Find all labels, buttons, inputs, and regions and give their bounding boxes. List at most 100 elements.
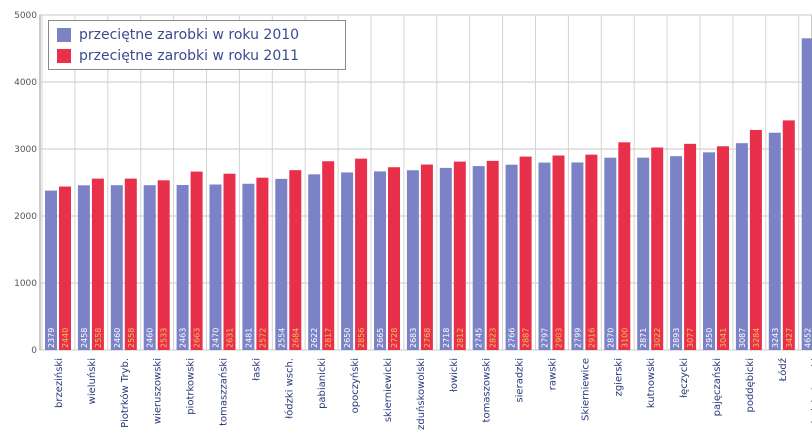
- bar-2010: [735, 143, 748, 350]
- bar-value-label: 2887: [522, 328, 531, 348]
- x-tick-label: skierniewicki: [383, 358, 394, 422]
- x-tick-label: brzeziński: [53, 358, 65, 408]
- x-tick-label: tomaszowski: [482, 358, 493, 422]
- legend-entry-2011: przeciętne zarobki w roku 2011: [57, 46, 299, 66]
- bar-value-label: 2481: [244, 328, 253, 348]
- y-tick-label: 5000: [14, 11, 37, 21]
- bar-value-label: 3100: [620, 328, 629, 348]
- bar-value-label: 2797: [541, 328, 550, 348]
- bar-value-label: 4652: [804, 328, 812, 348]
- bar-value-label: 2554: [277, 328, 286, 348]
- bar-2011: [355, 158, 368, 350]
- bar-value-label: 3243: [771, 328, 780, 348]
- legend-swatch-2010: [57, 28, 71, 42]
- bar-2011: [289, 170, 302, 350]
- x-tick-label: Skierniewice: [580, 358, 591, 421]
- bar-2011: [322, 161, 335, 350]
- bar-2011: [749, 129, 762, 350]
- bar-value-label: 2470: [212, 328, 221, 348]
- x-tick-label: pajęczański: [711, 358, 723, 416]
- x-tick-label: kutnowski: [646, 358, 657, 408]
- bar-2010: [637, 157, 650, 350]
- bar-2010: [801, 38, 812, 350]
- bar-2011: [157, 180, 170, 350]
- bar-value-label: 2817: [324, 328, 333, 348]
- x-tick-label: łódzki wsch.: [283, 358, 295, 419]
- legend-swatch-2011: [57, 49, 71, 63]
- bar-2010: [571, 162, 584, 350]
- bar-2011: [59, 186, 71, 350]
- x-tick-label: łaski: [251, 358, 262, 381]
- y-tick-label: 3000: [14, 145, 37, 155]
- legend-label-2010: przeciętne zarobki w roku 2010: [79, 27, 300, 43]
- bar-2010: [110, 185, 123, 350]
- bar-2011: [388, 167, 400, 350]
- bar-2011: [717, 146, 729, 350]
- bar-2011: [453, 161, 466, 350]
- bar-2010: [209, 184, 222, 350]
- x-tick-label: wieluński: [86, 358, 98, 404]
- bar-2010: [308, 174, 321, 350]
- bar-value-label: 3022: [653, 328, 662, 348]
- x-tick-label: pabianicki: [317, 358, 328, 409]
- bar-2011: [420, 164, 433, 350]
- bar-2011: [651, 147, 664, 350]
- bar-2011: [256, 177, 269, 350]
- bar-value-label: 2856: [357, 328, 366, 348]
- bar-value-label: 3087: [738, 328, 747, 348]
- bar-value-label: 3284: [752, 328, 761, 348]
- bar-2010: [176, 184, 189, 350]
- bar-value-label: 2950: [705, 328, 714, 348]
- bar-2010: [439, 167, 452, 350]
- bar-value-label: 2558: [127, 328, 136, 348]
- bar-value-label: 2460: [113, 328, 122, 348]
- bar-value-label: 2665: [376, 328, 385, 348]
- x-tick-label: poddębicki: [745, 358, 756, 413]
- bar-2010: [374, 171, 386, 350]
- legend-label-2011: przeciętne zarobki w roku 2011: [79, 48, 300, 64]
- bar-value-label: 3041: [719, 328, 728, 348]
- x-tick-label: tomaszzański: [218, 358, 230, 426]
- bar-value-label: 2684: [291, 328, 300, 348]
- bar-2011: [223, 173, 236, 350]
- legend-entry-2010: przeciętne zarobki w roku 2010: [57, 25, 299, 45]
- bar-value-label: 2663: [193, 328, 202, 348]
- bar-2011: [124, 178, 137, 350]
- bar-2011: [486, 160, 499, 350]
- bar-value-label: 2533: [160, 328, 169, 348]
- bar-2010: [604, 157, 617, 350]
- x-tick-label: zgierski: [613, 358, 624, 396]
- bar-2010: [472, 166, 485, 350]
- y-tick-label: 1000: [14, 279, 37, 289]
- bar-2010: [143, 185, 156, 350]
- bar-2010: [77, 185, 90, 350]
- x-tick-label: Piotrków Tryb.: [119, 358, 131, 428]
- bar-2010: [670, 156, 683, 350]
- bar-2010: [505, 164, 518, 350]
- bar-value-label: 2379: [47, 328, 56, 348]
- bar-value-label: 3427: [785, 328, 794, 348]
- bar-2010: [45, 190, 57, 350]
- bar-2011: [190, 171, 203, 350]
- y-tick-label: 0: [31, 346, 37, 356]
- bar-value-label: 2871: [639, 328, 648, 348]
- bar-value-label: 2768: [423, 328, 432, 348]
- bar-value-label: 2572: [258, 328, 267, 348]
- x-tick-label: Łódź: [777, 358, 789, 382]
- bar-value-label: 2823: [489, 328, 498, 348]
- bar-2010: [538, 162, 551, 350]
- bar-2011: [91, 178, 104, 350]
- bar-2011: [585, 154, 598, 350]
- bar-2010: [341, 172, 354, 350]
- bar-value-label: 2440: [61, 328, 70, 348]
- bar-value-label: 2458: [80, 328, 89, 348]
- bar-value-label: 2463: [179, 328, 188, 348]
- x-tick-label: wieruszowski: [153, 358, 164, 424]
- x-tick-label: zduńskowolski: [415, 358, 427, 430]
- legend: przeciętne zarobki w roku 2010 przeciętn…: [48, 20, 346, 70]
- bar-value-label: 2558: [94, 328, 103, 348]
- bar-value-label: 2460: [146, 328, 155, 348]
- bar-value-label: 3077: [686, 328, 695, 348]
- bar-value-label: 2870: [606, 328, 615, 348]
- x-tick-label: łęczycki: [679, 358, 690, 398]
